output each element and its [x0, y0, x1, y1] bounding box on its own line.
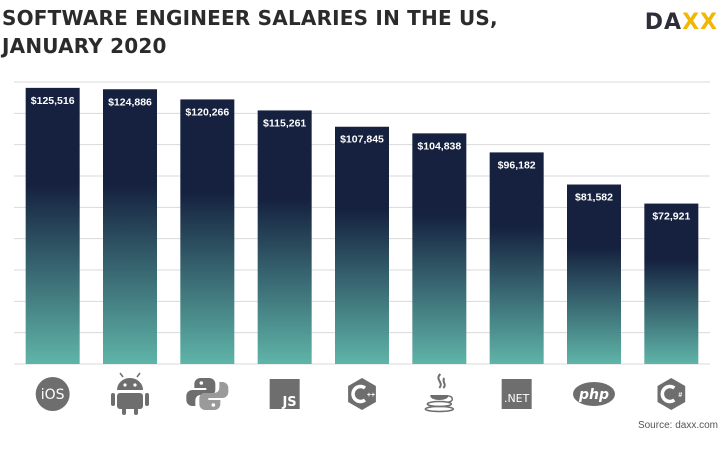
bars	[25, 87, 699, 365]
ios-icon: iOS	[35, 377, 70, 411]
data-label: $81,582	[575, 192, 613, 204]
csharp-icon: #	[657, 378, 686, 410]
data-label: $125,516	[31, 95, 75, 107]
java-icon	[424, 373, 455, 413]
logo-text-da: DA	[644, 10, 683, 35]
data-label: $124,886	[108, 96, 152, 108]
data-label: $104,838	[417, 140, 461, 152]
category-icons: iOS JS ++ .NET php #	[35, 372, 686, 415]
bar-ios	[25, 87, 80, 364]
data-label: $120,266	[185, 106, 229, 118]
data-label: $115,261	[263, 117, 306, 129]
ios-icon-text: iOS	[41, 387, 65, 403]
bar-csharp	[644, 203, 699, 364]
cpp-icon: ++	[348, 378, 376, 410]
bar-android	[103, 89, 157, 365]
svg-text:#: #	[678, 392, 682, 399]
android-icon	[111, 372, 149, 415]
bar-php	[567, 184, 621, 364]
bar-cpp	[335, 126, 389, 364]
chart-title: SOFTWARE ENGINEER SALARIES IN THE US, JA…	[2, 4, 498, 60]
javascript-icon: JS	[269, 379, 300, 410]
bar-python	[180, 99, 235, 365]
dotnet-icon-text: .NET	[504, 392, 530, 405]
source-note: Source: daxx.com	[637, 420, 718, 431]
data-labels: $125,516 $124,886 $120,266 $115,261 $107,845…	[31, 95, 691, 223]
logo-text-xx: XX	[682, 10, 718, 35]
svg-text:++: ++	[367, 392, 375, 399]
js-icon-text: JS	[281, 395, 296, 410]
php-icon-text: php	[578, 387, 609, 403]
dotnet-icon: .NET	[501, 379, 532, 409]
bar-dotnet	[489, 152, 544, 364]
php-icon: php	[573, 382, 615, 406]
data-label: $72,921	[652, 211, 690, 223]
chart-title-line-2: JANUARY 2020	[2, 34, 167, 58]
bar-java	[412, 133, 467, 364]
daxx-logo: DAXX	[645, 10, 718, 35]
data-label: $107,845	[340, 134, 384, 146]
python-icon	[186, 378, 229, 410]
chart-title-line-1: SOFTWARE ENGINEER SALARIES IN THE US,	[2, 6, 498, 30]
data-label: $96,182	[498, 159, 536, 171]
bar-javascript	[257, 110, 312, 364]
